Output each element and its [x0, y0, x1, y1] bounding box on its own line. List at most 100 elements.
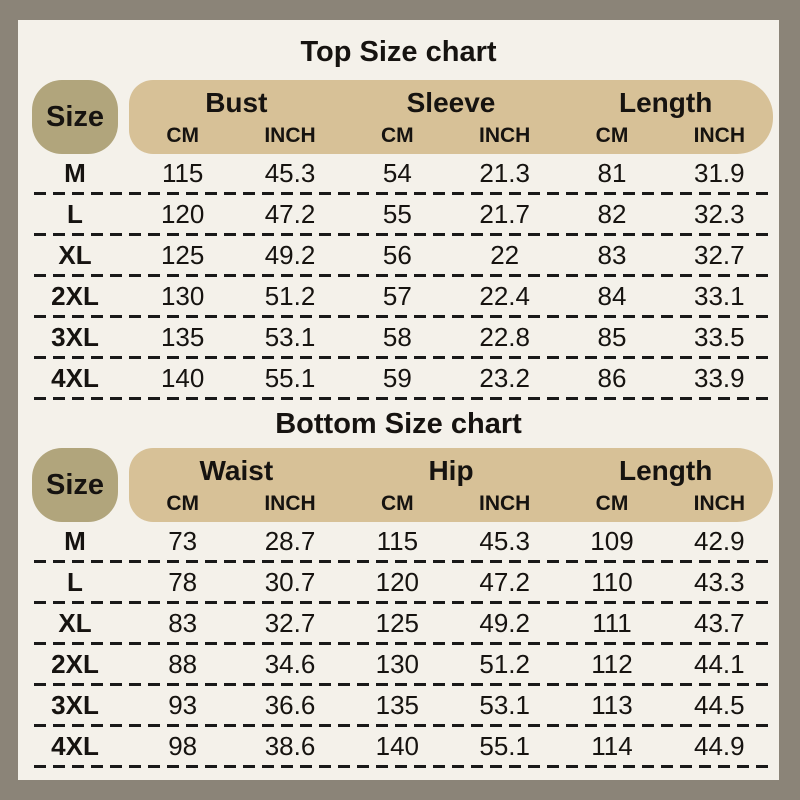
value-cell: 59 — [382, 363, 412, 393]
value-cell: 111 — [592, 608, 632, 638]
unit-headers: CM INCH CM INCH CM INCH — [129, 121, 773, 150]
value-cell: 114 — [591, 731, 633, 761]
size-label: 3XL — [51, 690, 99, 720]
value-cell: 83 — [168, 608, 198, 638]
value-cell: 33.9 — [694, 363, 745, 393]
size-label: L — [67, 567, 83, 597]
column-groups: Bust Sleeve Length — [129, 84, 773, 121]
value-cell: 55.1 — [479, 731, 530, 761]
measure-header-band: Waist Hip Length CM INCH CM INCH CM INCH — [129, 448, 773, 522]
unit-label: INCH — [478, 123, 531, 147]
value-cell: 30.7 — [264, 567, 316, 597]
value-cell: 86 — [597, 363, 627, 393]
unit-label: CM — [595, 123, 629, 147]
value-cell: 83 — [597, 240, 627, 270]
value-cell: 44.1 — [694, 649, 745, 679]
value-cell: 55.1 — [264, 363, 316, 393]
value-cell: 38.6 — [264, 731, 316, 761]
top-size-chart: Top Size chart Size Bust Sleeve Length C… — [18, 20, 779, 400]
value-cell: 49.2 — [479, 608, 530, 638]
unit-label: CM — [166, 123, 199, 147]
value-cell: 110 — [591, 567, 633, 597]
table-row: L 78 30.7 120 47.2 110 43.3 — [32, 563, 773, 604]
top-chart-header: Size Bust Sleeve Length CM INCH CM INCH … — [32, 80, 773, 154]
column-group-waist: Waist — [199, 454, 274, 486]
value-cell: 120 — [160, 199, 205, 229]
bottom-size-chart: Bottom Size chart Size Waist Hip Length … — [18, 400, 779, 768]
bottom-chart-title: Bottom Size chart — [275, 408, 522, 440]
value-cell: 135 — [375, 690, 420, 720]
column-group-hip: Hip — [428, 454, 474, 486]
unit-headers: CM INCH CM INCH CM INCH — [129, 489, 773, 518]
size-label: 4XL — [51, 363, 99, 393]
value-cell: 49.2 — [264, 240, 316, 270]
value-cell: 28.7 — [264, 526, 316, 556]
value-cell: 31.9 — [694, 158, 745, 188]
top-chart-title: Top Size chart — [300, 36, 497, 68]
value-cell: 140 — [160, 363, 205, 393]
value-cell: 125 — [375, 608, 420, 638]
table-row: XL 83 32.7 125 49.2 111 43.7 — [32, 604, 773, 645]
value-cell: 47.2 — [264, 199, 316, 229]
unit-label: INCH — [693, 491, 745, 515]
value-cell: 51.2 — [264, 281, 316, 311]
bottom-chart-header: Size Waist Hip Length CM INCH CM INCH CM… — [32, 448, 773, 522]
size-label: 2XL — [51, 281, 99, 311]
size-label: L — [67, 199, 83, 229]
value-cell: 21.3 — [479, 158, 530, 188]
column-group-length: Length — [619, 454, 713, 486]
size-label: 2XL — [51, 649, 99, 679]
value-cell: 32.3 — [694, 199, 745, 229]
unit-label: CM — [595, 491, 629, 515]
value-cell: 53.1 — [479, 690, 530, 720]
unit-label: INCH — [264, 491, 316, 515]
table-row: 4XL 98 38.6 140 55.1 114 44.9 — [32, 727, 773, 768]
value-cell: 93 — [168, 690, 198, 720]
value-cell: 44.9 — [694, 731, 745, 761]
value-cell: 88 — [168, 649, 198, 679]
column-group-length: Length — [619, 86, 713, 118]
value-cell: 36.6 — [264, 690, 316, 720]
value-cell: 120 — [375, 567, 420, 597]
value-cell: 21.7 — [479, 199, 530, 229]
value-cell: 130 — [160, 281, 205, 311]
value-cell: 32.7 — [694, 240, 745, 270]
size-label: XL — [58, 240, 92, 270]
size-header-cell: Size — [32, 448, 118, 522]
unit-label: CM — [380, 123, 414, 147]
size-label: M — [64, 526, 86, 556]
value-cell: 51.2 — [479, 649, 530, 679]
value-cell: 34.6 — [264, 649, 316, 679]
table-row: 3XL 135 53.1 58 22.8 85 33.5 — [32, 318, 773, 359]
value-cell: 22.4 — [479, 281, 530, 311]
table-row: L 120 47.2 55 21.7 82 32.3 — [32, 195, 773, 236]
value-cell: 135 — [160, 322, 205, 352]
value-cell: 53.1 — [264, 322, 316, 352]
column-groups: Waist Hip Length — [129, 452, 773, 489]
value-cell: 109 — [590, 526, 634, 556]
column-group-bust: Bust — [205, 86, 268, 118]
bottom-chart-rows: M 73 28.7 115 45.3 109 42.9 L 78 30.7 12… — [32, 522, 773, 768]
size-header-cell: Size — [32, 80, 118, 154]
unit-label: CM — [380, 491, 414, 515]
unit-label: CM — [166, 491, 199, 515]
value-cell: 78 — [168, 567, 198, 597]
size-label: 3XL — [51, 322, 99, 352]
value-cell: 22.8 — [479, 322, 530, 352]
value-cell: 56 — [382, 240, 412, 270]
size-label: M — [64, 158, 86, 188]
measure-header-band: Bust Sleeve Length CM INCH CM INCH CM IN… — [129, 80, 773, 154]
table-row: 3XL 93 36.6 135 53.1 113 44.5 — [32, 686, 773, 727]
value-cell: 85 — [597, 322, 627, 352]
value-cell: 55 — [382, 199, 412, 229]
value-cell: 44.5 — [694, 690, 745, 720]
table-row: XL 125 49.2 56 22 83 32.7 — [32, 236, 773, 277]
value-cell: 57 — [382, 281, 412, 311]
value-cell: 33.1 — [694, 281, 745, 311]
value-cell: 43.3 — [694, 567, 745, 597]
value-cell: 140 — [375, 731, 420, 761]
value-cell: 125 — [160, 240, 205, 270]
value-cell: 43.7 — [694, 608, 745, 638]
value-cell: 54 — [382, 158, 412, 188]
